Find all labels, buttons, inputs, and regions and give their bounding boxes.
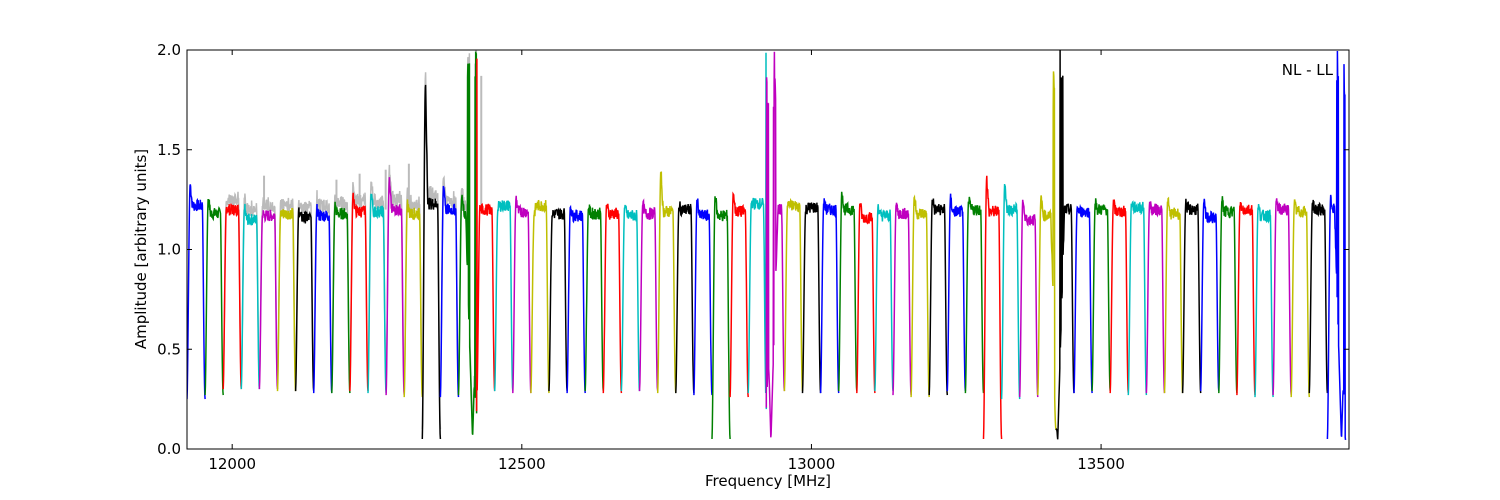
channel-line <box>530 199 550 394</box>
channel-line <box>403 199 424 398</box>
channel-line <box>493 200 514 392</box>
channel-line <box>1037 71 1057 430</box>
channel-line <box>602 203 623 394</box>
channel-line <box>1091 198 1111 392</box>
channel-line <box>765 51 786 438</box>
channel-line <box>1018 199 1039 398</box>
x-tick-label: 12500 <box>498 455 546 473</box>
channel-line <box>512 195 532 394</box>
channel-line <box>1055 50 1075 440</box>
channel-line <box>982 175 1003 440</box>
y-axis-ticks: 0.0 0.5 1.0 1.5 2.0 <box>157 41 1349 458</box>
channel-line <box>711 196 731 440</box>
channel-line <box>566 204 586 394</box>
channel-series <box>187 50 1347 440</box>
reference-line <box>294 199 315 385</box>
reference-line <box>367 181 387 386</box>
channel-line <box>385 177 405 396</box>
channel-line <box>856 203 876 394</box>
reference-line <box>403 187 424 389</box>
channel-line <box>367 193 387 394</box>
channel-line <box>276 207 297 392</box>
channel-line <box>1272 198 1292 396</box>
channel-line <box>946 193 967 392</box>
channel-line <box>548 207 568 392</box>
y-tick-label: 0.5 <box>157 340 181 358</box>
y-tick-label: 1.5 <box>157 141 181 159</box>
channel-line <box>819 198 840 394</box>
channel-line <box>439 185 460 398</box>
x-tick-label: 13000 <box>788 455 836 473</box>
channel-line <box>693 198 713 396</box>
annotation-label: NL - LL <box>1282 61 1334 79</box>
x-axis-label: Frequency [MHz] <box>705 472 831 490</box>
channel-line <box>801 202 822 394</box>
reference-line <box>276 197 297 384</box>
channel-line <box>421 84 442 440</box>
channel-line <box>584 204 605 392</box>
channel-line <box>457 51 478 435</box>
channel-line <box>910 194 930 398</box>
reference-line <box>439 175 460 388</box>
channel-line <box>1290 199 1311 398</box>
reference-line <box>240 193 261 379</box>
y-tick-label: 1.0 <box>157 241 181 259</box>
channel-line <box>638 198 659 392</box>
channel-line <box>258 209 279 390</box>
channel-line <box>620 204 641 392</box>
channel-line <box>475 58 496 412</box>
channel-line <box>1000 183 1021 400</box>
channel-line <box>928 198 949 396</box>
channel-line <box>294 207 315 392</box>
channel-line <box>892 202 912 396</box>
channel-line <box>1109 198 1130 394</box>
channel-line <box>1326 50 1347 440</box>
channel-line <box>1145 201 1166 394</box>
x-tick-label: 12000 <box>208 455 256 473</box>
channel-line <box>187 184 206 400</box>
reference-line <box>222 191 243 380</box>
channel-line <box>783 197 804 392</box>
reference-line <box>258 197 279 381</box>
channel-line <box>837 191 858 392</box>
channel-line <box>312 203 333 394</box>
channel-line <box>675 201 695 394</box>
channel-line <box>1127 200 1148 396</box>
channel-line <box>349 192 369 392</box>
channel-line <box>874 204 894 392</box>
channel-line <box>964 196 985 394</box>
channel-line <box>331 201 351 394</box>
x-tick-label: 13500 <box>1077 455 1125 473</box>
channel-line <box>1218 196 1238 394</box>
channel-line <box>729 191 749 398</box>
channel-line <box>1181 198 1202 394</box>
y-tick-label: 0.0 <box>157 440 181 458</box>
x-axis-ticks: 12000 12500 13000 13500 <box>208 50 1125 473</box>
channel-line <box>1254 204 1274 398</box>
channel-line <box>747 52 768 410</box>
channel-line <box>204 199 224 396</box>
y-axis-label: Amplitude [arbitrary units] <box>132 149 150 349</box>
channel-line <box>1199 198 1220 392</box>
channel-line <box>240 203 261 390</box>
channel-line <box>222 203 243 390</box>
y-tick-label: 2.0 <box>157 41 181 59</box>
channel-line <box>1163 196 1184 394</box>
channel-line <box>1236 202 1256 396</box>
channel-line <box>656 171 677 394</box>
reference-line <box>331 194 351 387</box>
reference-line <box>421 72 442 430</box>
channel-line <box>1073 203 1093 394</box>
channel-line <box>1308 199 1329 394</box>
